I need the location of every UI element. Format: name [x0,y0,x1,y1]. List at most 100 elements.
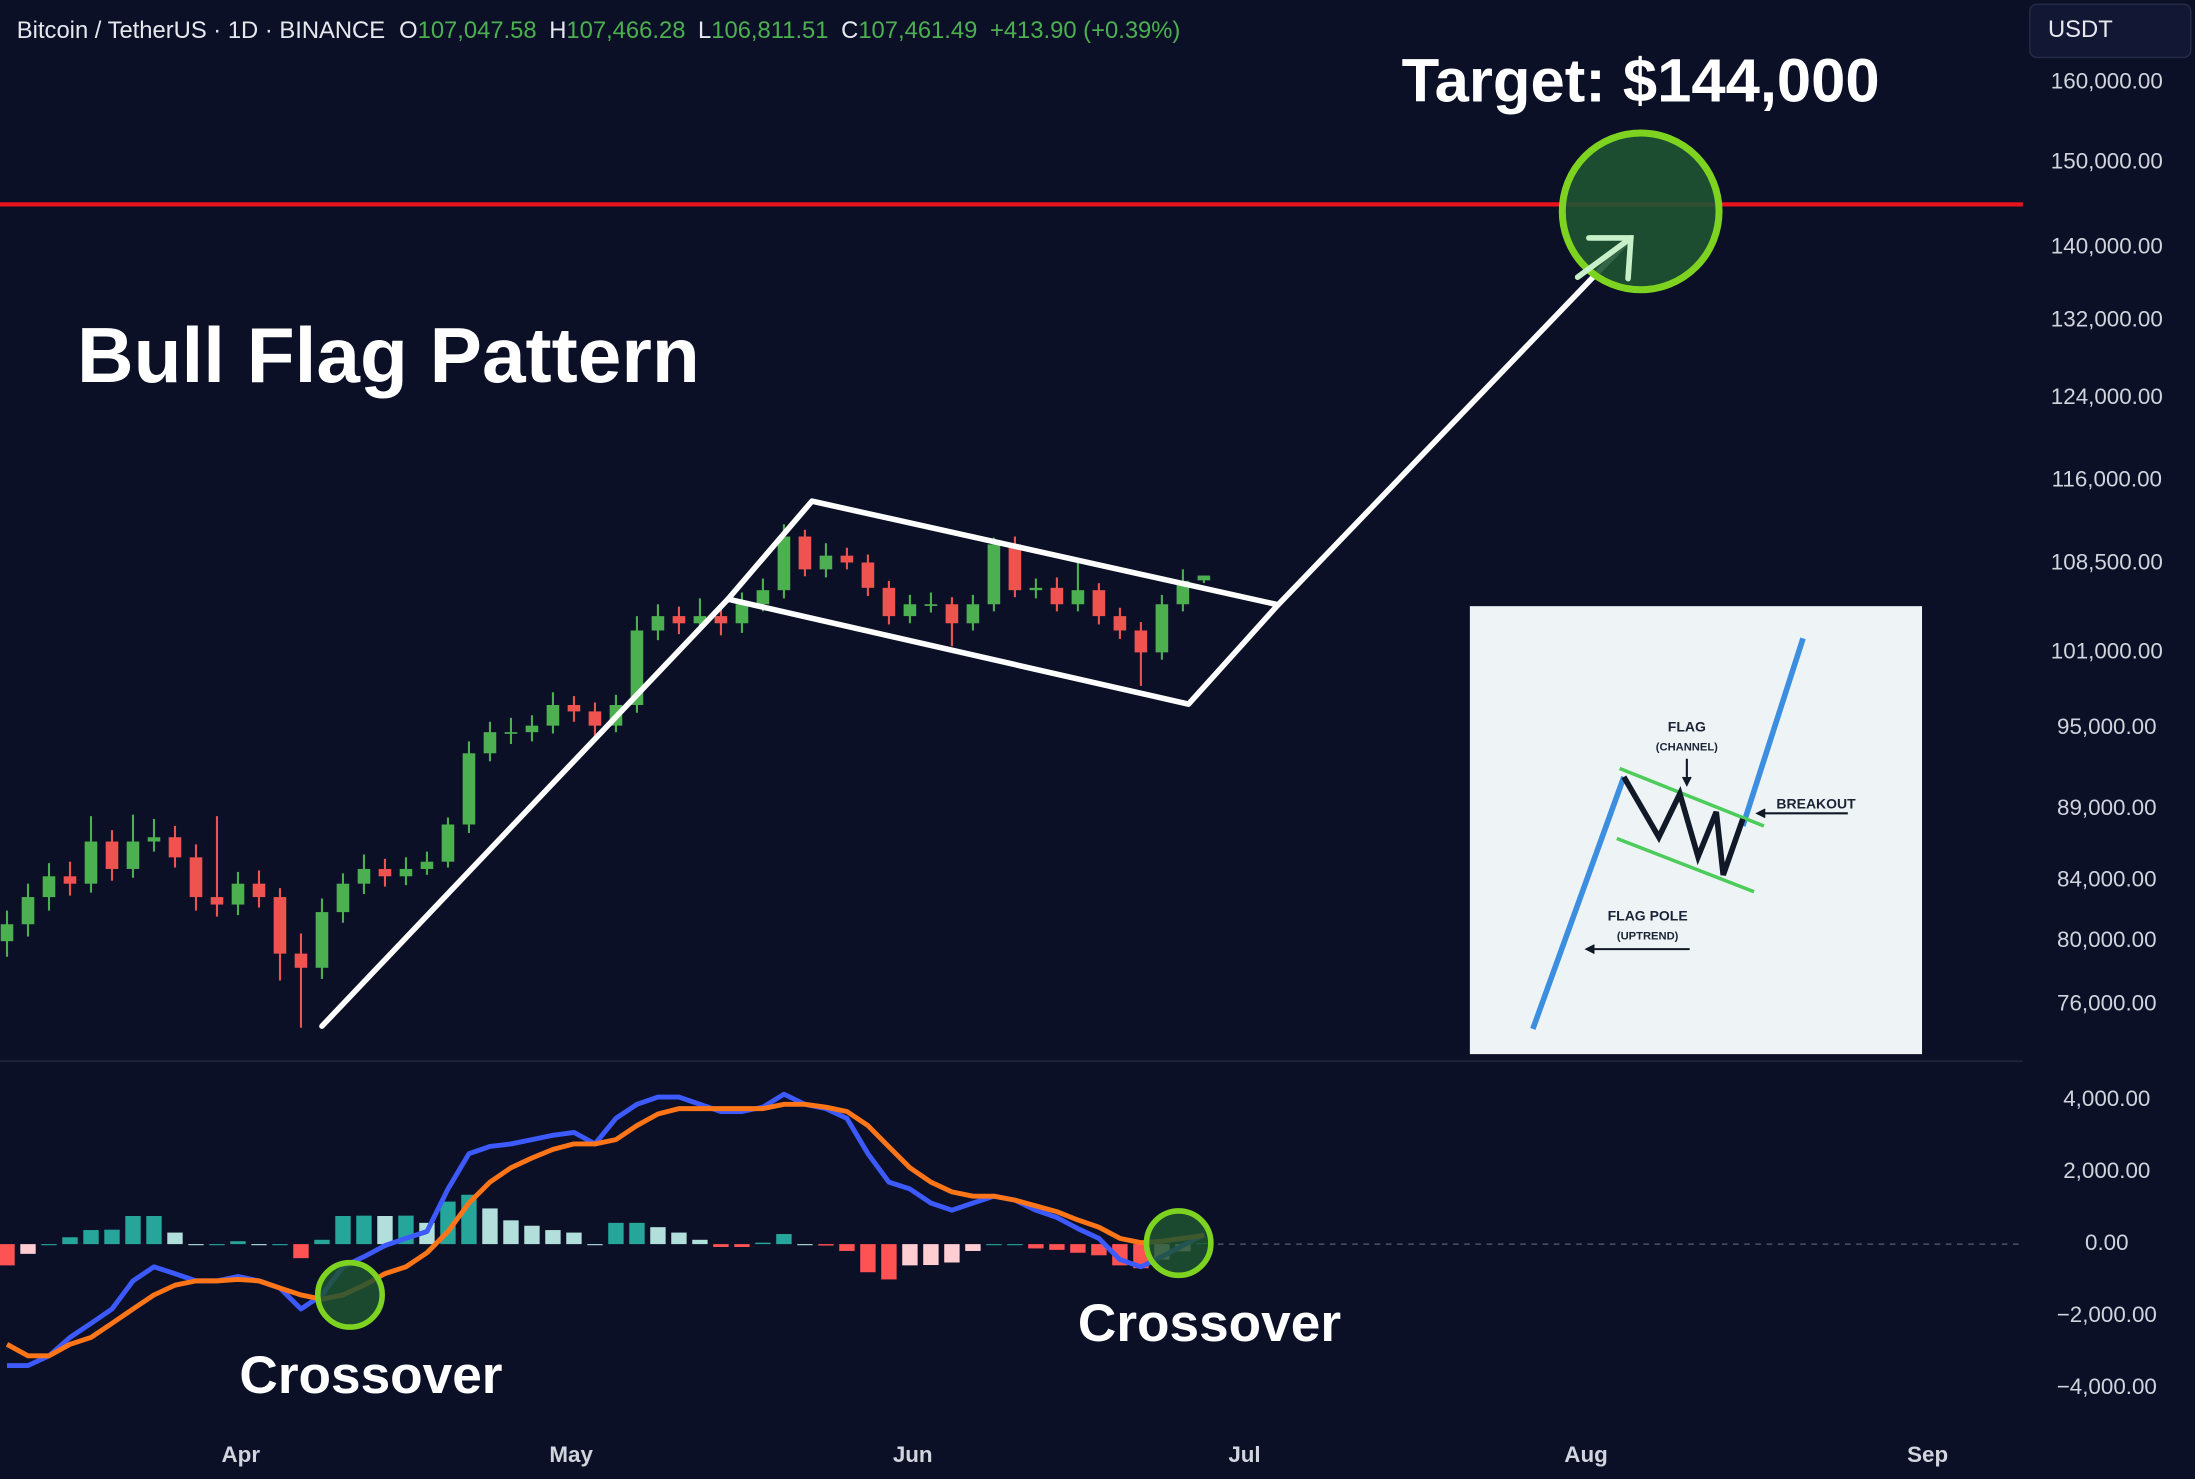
candle-body [105,841,119,869]
y-tick-label: 160,000.00 [2051,68,2163,93]
inset-arrow-head [1584,944,1595,954]
ohlc-value: 106,811.51 [711,17,828,44]
symbol-header: Bitcoin / TetherUS · 1D · BINANCE O107,04… [17,17,1181,44]
inset-channel [1619,766,1765,828]
target-circle [1558,129,1723,294]
histogram-bar [1028,1244,1044,1249]
candle-body [126,841,140,869]
histogram-bar [944,1244,960,1263]
candle-body [714,616,728,624]
candle-body [924,604,938,606]
candle-body [273,897,287,954]
candle-body [567,705,581,712]
candle-body [861,562,875,588]
candle-body [735,604,749,624]
candle-body [1134,630,1148,653]
histogram-bar [146,1216,162,1245]
ohlc-value: 107,466.28 [566,17,685,44]
candle-body [630,630,644,706]
candle-body [168,837,182,858]
histogram-bar [986,1244,1002,1246]
candle-body [1029,587,1043,591]
ohlc-key: O [399,17,417,44]
arrow-shaft [1574,235,1634,280]
annotation: Crossover [239,1346,502,1405]
y-tick-label: 76,000.00 [2057,991,2157,1016]
candle-body [462,753,476,825]
histogram-bar [314,1239,330,1245]
histogram-bar [377,1216,393,1245]
currency-box[interactable] [2029,3,2192,59]
candle-body [315,912,329,968]
inset-diagram: FLAG (CHANNEL) BREAKOUT FLAG POLE (UPTRE… [1469,606,1923,1055]
candle-body [21,897,35,925]
y-tick-label: 132,000.00 [2051,307,2163,332]
histogram-bar [860,1244,876,1273]
x-tick-label: Jul [1228,1442,1260,1467]
chart-title: Bull Flag Pattern [77,311,700,399]
histogram-bar [104,1229,120,1245]
breakout-path [725,237,1631,707]
candle-body [798,536,812,570]
target-label: Target: $144,000 [1402,47,1880,116]
candle-body [693,616,707,624]
histogram-bar [20,1244,36,1254]
histogram-bar [755,1242,771,1245]
x-tick-label: Apr [222,1442,261,1467]
crossover-circle [1143,1208,1214,1279]
currency-label[interactable]: USDT [2048,16,2113,43]
histogram-bar [188,1244,204,1246]
ohlc-value: 107,047.58 [418,17,537,44]
candle-body [945,604,959,624]
histogram-bar [167,1232,183,1245]
histogram-bar [62,1237,78,1245]
candle-body [84,841,98,884]
histogram-bar [839,1244,855,1251]
histogram-bar [587,1244,603,1246]
inset-channel [1616,836,1755,894]
histogram-bar [251,1244,267,1246]
histogram-bar [923,1244,939,1266]
candle-body [336,883,350,913]
candle-body [588,711,602,726]
inset-label: BREAKOUT [1776,796,1856,812]
candle-body [1197,575,1211,581]
x-tick-label: May [549,1442,593,1467]
histogram-bar [650,1227,666,1245]
candle-body [294,953,308,968]
candle-body [840,555,854,563]
histogram-bar [902,1244,918,1266]
y-tick-label: 101,000.00 [2051,638,2163,663]
histogram-bar [776,1234,792,1245]
histogram-bar [608,1222,624,1245]
candle-body [672,616,686,624]
candle-body [441,824,455,862]
annotation: Crossover [1078,1294,1341,1353]
candle-body [42,876,56,898]
inset-arrow-head [1755,808,1766,819]
histogram-bar [482,1208,498,1245]
candle-body [1155,604,1169,653]
crossover-circle [314,1259,385,1330]
inset-zigzag [1621,775,1746,876]
histogram-bar [734,1244,750,1247]
candle-body [966,604,980,624]
flag-pole-line [319,498,1281,1029]
candle-body [777,536,791,591]
inset-label: (CHANNEL) [1656,742,1718,754]
candle-body [504,732,518,734]
currency-button[interactable]: USDT [2029,3,2192,59]
y-tick-label: 4,000.00 [2063,1086,2150,1111]
target-arrow [1574,235,1634,282]
histogram-bar [797,1244,813,1246]
histogram-bar [566,1232,582,1245]
candle-body [210,897,224,905]
inset-breakout [1740,637,1806,827]
inset-label: FLAG [1668,719,1706,735]
histogram-bar [503,1220,519,1245]
y-tick-label: 108,500.00 [2051,550,2163,575]
inset-arrow-head [1682,776,1692,787]
candle-body [231,883,245,905]
candle-body [1008,544,1022,591]
